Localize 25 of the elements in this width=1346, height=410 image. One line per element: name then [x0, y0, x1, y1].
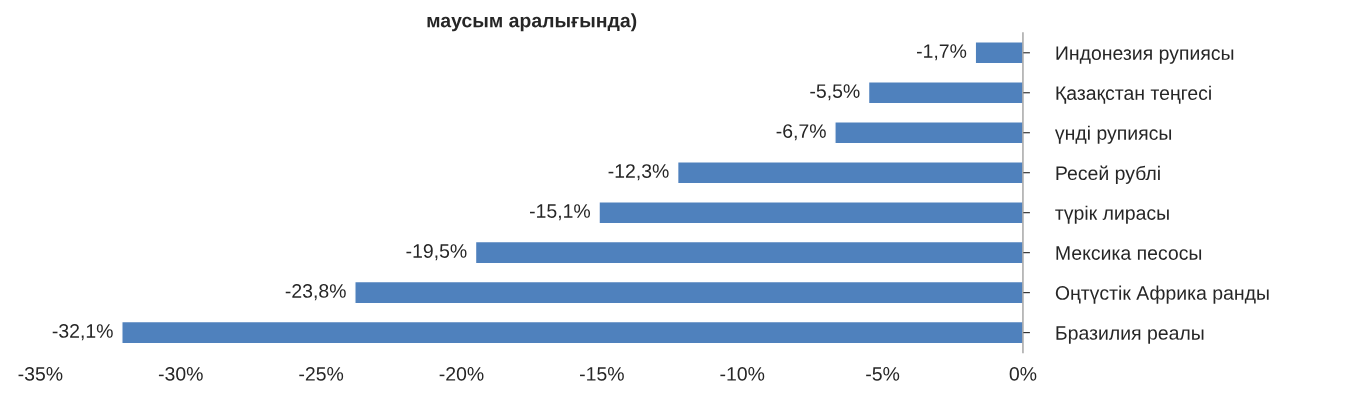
y-tick-label: Индонезия рупиясы — [1056, 46, 1234, 64]
data-label: -6,7% — [776, 124, 826, 141]
x-tick-label: -15% — [580, 367, 624, 381]
data-label: -12,3% — [608, 164, 669, 181]
x-tick-label: -20% — [439, 367, 484, 381]
y-tick-label: Бразилия реалы — [1056, 326, 1204, 344]
chart-title: маусым аралығында) — [427, 13, 637, 32]
y-tick-label: үнді рупиясы — [1054, 125, 1172, 144]
x-tick-label: 0% — [1009, 367, 1037, 381]
x-tick-label: -25% — [299, 367, 344, 381]
data-label: -15,1% — [529, 204, 591, 221]
y-tick-label: Ресей рублі — [1056, 165, 1160, 184]
data-label: -5,5% — [810, 84, 860, 101]
x-tick-label: -5% — [866, 367, 900, 381]
data-label: -23,8% — [285, 284, 346, 301]
data-label: -1,7% — [916, 44, 967, 61]
y-tick-label: Мексика песосы — [1056, 246, 1202, 260]
x-tick-label: -30% — [158, 367, 203, 381]
y-tick-label: Қазақстан теңгесі — [1056, 85, 1211, 104]
y-tick-label: түрік лирасы — [1055, 205, 1169, 224]
data-label: -19,5% — [406, 244, 467, 261]
x-tick-label: -35% — [18, 367, 63, 381]
x-tick-label: -10% — [720, 367, 765, 381]
data-label: -32,1% — [52, 324, 113, 341]
y-tick-label: Оңтүстік Африка ранды — [1055, 285, 1269, 304]
